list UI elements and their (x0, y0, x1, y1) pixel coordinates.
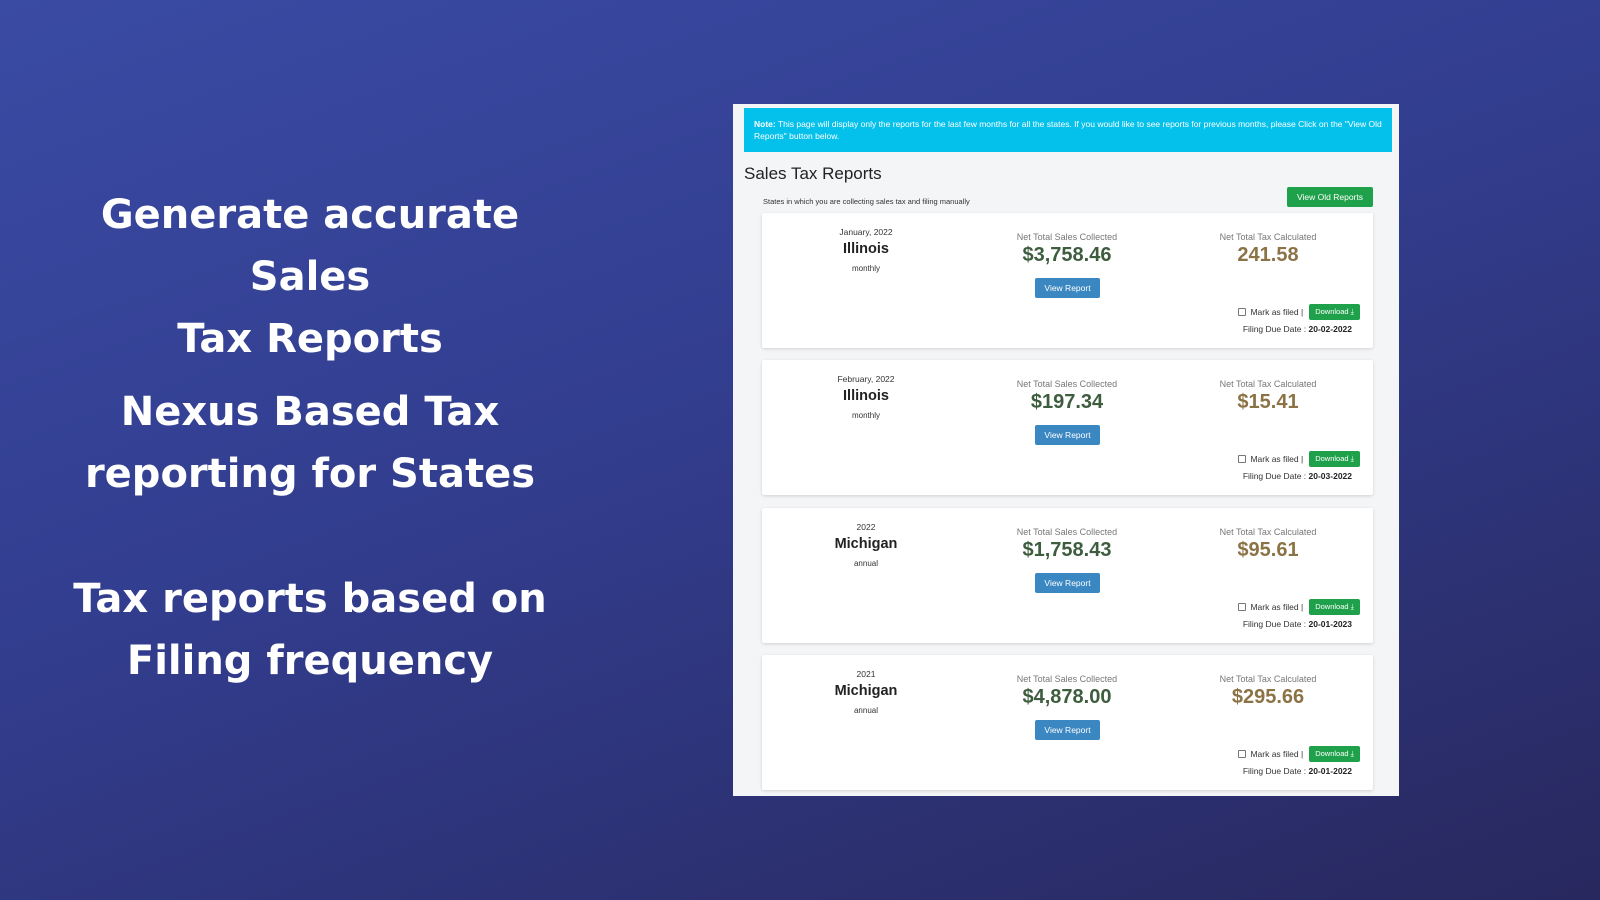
report-frequency: annual (853, 706, 879, 715)
download-icon: ⤓ (1350, 749, 1354, 758)
filing-due-date: Filing Due Date : 20-01-2023 (1243, 619, 1352, 629)
report-state: Michigan (834, 683, 898, 699)
mark-as-filed-checkbox[interactable] (1238, 603, 1247, 611)
page-subtitle: States in which you are collecting sales… (763, 197, 970, 206)
view-report-button[interactable]: View Report (1035, 425, 1100, 445)
filing-actions: Mark as filed | Download ⤓ (1238, 304, 1360, 320)
tax-amount: $295.66 (1231, 686, 1305, 708)
report-card: February, 2022 Illinois monthly Net Tota… (762, 360, 1373, 495)
view-report-button[interactable]: View Report (1035, 720, 1100, 740)
tax-label: Net Total Tax Calculated (1219, 379, 1317, 389)
tax-label: Net Total Tax Calculated (1219, 232, 1317, 242)
mark-as-filed-label: Mark as filed | (1250, 307, 1304, 317)
filing-due-date: Filing Due Date : 20-02-2022 (1243, 324, 1352, 334)
report-state: Michigan (834, 536, 898, 552)
headline-line: Tax reports based on (73, 576, 547, 622)
tax-label: Net Total Tax Calculated (1219, 674, 1317, 684)
headline-line: Nexus Based Tax (120, 389, 500, 435)
due-date-value: 20-01-2022 (1308, 766, 1352, 776)
note-text: This page will display only the reports … (754, 119, 1382, 141)
sales-label: Net Total Sales Collected (1016, 232, 1118, 242)
download-icon: ⤓ (1350, 602, 1354, 611)
report-period: 2021 (856, 669, 876, 679)
mark-as-filed-checkbox[interactable] (1238, 750, 1247, 758)
tax-amount: $95.61 (1237, 539, 1299, 561)
view-report-button[interactable]: View Report (1035, 278, 1100, 298)
report-frequency: monthly (851, 411, 880, 420)
mark-as-filed-label: Mark as filed | (1250, 749, 1304, 759)
sales-label: Net Total Sales Collected (1016, 527, 1118, 537)
download-button[interactable]: Download ⤓ (1309, 746, 1360, 762)
tax-amount: $15.41 (1237, 391, 1299, 413)
report-card: January, 2022 Illinois monthly Net Total… (762, 213, 1373, 348)
report-card: 2022 Michigan annual Net Total Sales Col… (762, 508, 1373, 643)
sales-amount: $4,878.00 (1022, 686, 1112, 708)
download-label: Download (1315, 749, 1349, 758)
due-label: Filing Due Date : (1242, 324, 1309, 334)
filing-actions: Mark as filed | Download ⤓ (1238, 746, 1360, 762)
sales-label: Net Total Sales Collected (1016, 674, 1118, 684)
report-card: 2021 Michigan annual Net Total Sales Col… (762, 655, 1373, 790)
report-frequency: annual (853, 559, 879, 568)
report-state: Illinois (843, 388, 889, 404)
report-period: 2022 (856, 522, 876, 532)
report-frequency: monthly (851, 264, 880, 273)
sales-amount: $1,758.43 (1022, 539, 1112, 561)
sales-amount: $197.34 (1030, 391, 1104, 413)
headline-line: Generate accurate Sales (100, 192, 520, 300)
filing-due-date: Filing Due Date : 20-03-2022 (1243, 471, 1352, 481)
page-title: Sales Tax Reports (744, 164, 882, 183)
filing-actions: Mark as filed | Download ⤓ (1238, 599, 1360, 615)
note-label: Note: (754, 119, 776, 129)
sales-label: Net Total Sales Collected (1016, 379, 1118, 389)
mark-as-filed-checkbox[interactable] (1238, 308, 1247, 316)
due-date-value: 20-01-2023 (1308, 619, 1352, 629)
due-date-value: 20-03-2022 (1308, 471, 1352, 481)
headline-line: Filing frequency (126, 638, 494, 684)
filing-due-date: Filing Due Date : 20-01-2022 (1243, 766, 1352, 776)
report-period: February, 2022 (837, 374, 895, 384)
download-icon: ⤓ (1350, 307, 1354, 316)
note-banner: Note: This page will display only the re… (744, 108, 1392, 152)
headline-2: Nexus Based Tax reporting for States (40, 381, 580, 505)
filing-actions: Mark as filed | Download ⤓ (1238, 451, 1360, 467)
download-button[interactable]: Download ⤓ (1309, 304, 1360, 320)
view-report-button[interactable]: View Report (1035, 573, 1100, 593)
mark-as-filed-label: Mark as filed | (1250, 454, 1304, 464)
report-state: Illinois (843, 241, 889, 257)
download-icon: ⤓ (1350, 454, 1354, 463)
mark-as-filed-label: Mark as filed | (1250, 602, 1304, 612)
download-label: Download (1315, 307, 1349, 316)
download-button[interactable]: Download ⤓ (1309, 599, 1360, 615)
headline-line: reporting for States (84, 451, 536, 497)
sales-amount: $3,758.46 (1022, 244, 1112, 266)
tax-label: Net Total Tax Calculated (1219, 527, 1317, 537)
mark-as-filed-checkbox[interactable] (1238, 455, 1247, 463)
headline-3: Tax reports based on Filing frequency (40, 568, 580, 692)
tax-amount: 241.58 (1237, 244, 1299, 266)
due-label: Filing Due Date : (1242, 766, 1309, 776)
headline-line: Tax Reports (177, 316, 443, 362)
report-period: January, 2022 (839, 227, 893, 237)
app-screenshot-panel: Note: This page will display only the re… (733, 104, 1399, 796)
download-button[interactable]: Download ⤓ (1309, 451, 1360, 467)
due-label: Filing Due Date : (1242, 619, 1309, 629)
download-label: Download (1315, 602, 1349, 611)
headline-1: Generate accurate Sales Tax Reports (40, 184, 580, 370)
download-label: Download (1315, 454, 1349, 463)
due-date-value: 20-02-2022 (1308, 324, 1352, 334)
due-label: Filing Due Date : (1242, 471, 1309, 481)
view-old-reports-button[interactable]: View Old Reports (1287, 187, 1373, 207)
